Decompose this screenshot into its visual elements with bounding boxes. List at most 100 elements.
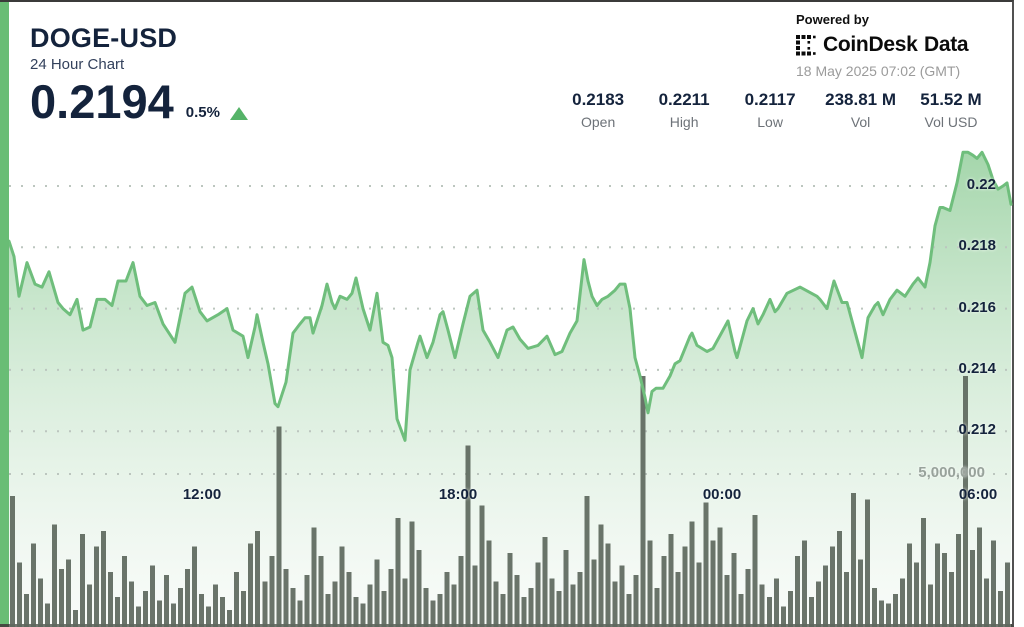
volume-bar (998, 590, 1003, 627)
volume-bar (521, 597, 527, 627)
volume-bar (528, 587, 534, 627)
volume-bar (213, 584, 219, 627)
volume-bar (164, 575, 170, 627)
volume-bar (549, 578, 555, 627)
volume-bar (941, 553, 947, 627)
volume-bar (766, 597, 772, 627)
volume-bar (59, 568, 64, 627)
volume-bar (991, 540, 996, 627)
price-axis-tick: 0.22 (966, 176, 996, 193)
volume-bar (963, 376, 968, 627)
price-axis-tick: 0.212 (958, 421, 996, 439)
volume-bar (206, 606, 212, 627)
left-accent-bar (0, 2, 9, 624)
volume-bar (437, 594, 443, 627)
volume-bar (731, 553, 737, 627)
volume-bar (955, 534, 961, 627)
volume-bar (717, 527, 723, 627)
volume-bar (52, 524, 57, 627)
volume-axis-tick: 5,000,000 (918, 464, 985, 481)
volume-bar (381, 590, 387, 627)
volume-bar (353, 597, 359, 627)
volume-bar (283, 568, 289, 627)
volume-bar (738, 594, 744, 627)
volume-bar (612, 581, 618, 627)
quote-timestamp: 18 May 2025 07:02 (GMT) (796, 63, 961, 79)
volume-bar (38, 578, 43, 627)
stat-label: Open (580, 114, 616, 130)
volume-bar (654, 587, 660, 627)
volume-bar (801, 540, 807, 627)
volume-bar (234, 572, 240, 627)
volume-bar (157, 600, 163, 627)
volume-bar (66, 559, 72, 627)
volume-bar (948, 572, 954, 627)
price-axis-tick: 0.214 (958, 359, 996, 377)
volume-bar (486, 540, 492, 627)
stat-value: 0.2183 (572, 90, 625, 109)
volume-bar (647, 540, 653, 627)
volume-bar (759, 584, 765, 627)
volume-bar (430, 600, 436, 627)
volume-bar (248, 543, 254, 627)
stat-value: 238.81 M (825, 90, 896, 109)
volume-bar (850, 493, 856, 627)
volume-bar (409, 521, 415, 627)
stat-label: Low (757, 114, 783, 130)
volume-bar (892, 594, 898, 627)
volume-bar (703, 502, 709, 627)
coindesk-data-logo[interactable]: CoinDesk Data (796, 33, 978, 57)
volume-bar (423, 587, 429, 627)
volume-bar (598, 524, 604, 627)
volume-bar (73, 609, 79, 627)
stat-label: High (669, 114, 699, 130)
coindesk-logo-icon (796, 34, 816, 55)
volume-bar (311, 527, 317, 627)
volume-bar (297, 600, 303, 627)
volume-bar (493, 581, 499, 627)
volume-bar (934, 543, 940, 627)
volume-bar (290, 587, 296, 627)
volume-bar (696, 562, 702, 627)
volume-bar (878, 600, 884, 627)
volume-bar (108, 572, 114, 627)
volume-bar (458, 556, 464, 627)
volume-bar (479, 505, 485, 627)
price-up-triangle-icon (229, 107, 248, 120)
volume-bar (451, 584, 457, 627)
powered-by-label: Powered by (796, 12, 869, 27)
volume-bar (710, 540, 716, 627)
volume-bar (661, 556, 667, 627)
volume-bar (199, 594, 205, 627)
volume-bar (178, 587, 184, 627)
volume-bar (626, 594, 632, 627)
volume-bar (45, 603, 50, 627)
volume-bar (514, 575, 520, 627)
volume-bar (864, 499, 870, 627)
volume-bar (94, 546, 100, 627)
volume-bar (472, 565, 478, 627)
volume-bar (31, 543, 36, 627)
volume-bar (787, 590, 793, 627)
current-price: 0.2194 (30, 75, 174, 128)
volume-bar (780, 606, 786, 627)
time-axis-tick: 06:00 (958, 486, 998, 503)
stat-vol: 238.81 M Vol (825, 90, 896, 130)
stat-vol-usd: 51.52 M Vol USD (920, 90, 982, 130)
volume-bar (920, 518, 926, 627)
volume-bar (970, 549, 975, 627)
volume-bar (927, 584, 933, 627)
volume-bar (829, 546, 835, 627)
volume-bar (682, 546, 688, 627)
volume-bar (241, 590, 247, 627)
volume-bar (843, 572, 849, 627)
volume-bar (885, 603, 891, 627)
volume-bar (556, 590, 562, 627)
volume-bar (984, 578, 989, 627)
volume-bar (24, 594, 29, 627)
volume-bar (346, 572, 352, 627)
volume-bar (570, 584, 576, 627)
volume-bar (871, 587, 877, 627)
